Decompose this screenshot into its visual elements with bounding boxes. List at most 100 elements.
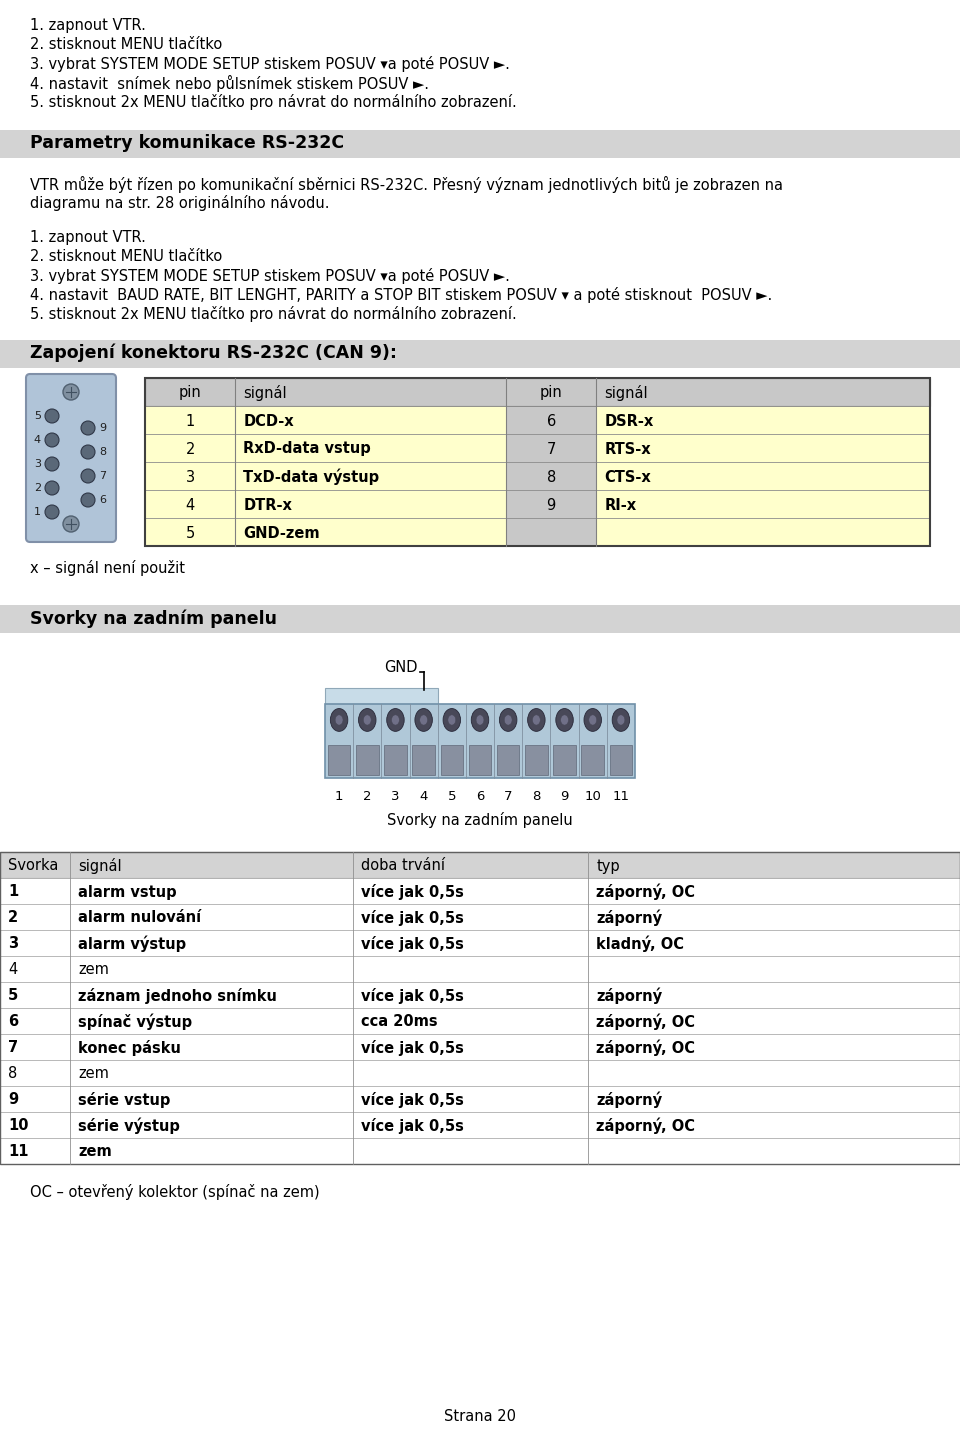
Text: cca 20ms: cca 20ms <box>361 1015 438 1029</box>
Text: záporný: záporný <box>596 1092 662 1108</box>
Text: spínač výstup: spínač výstup <box>78 1013 192 1030</box>
Text: signál: signál <box>605 385 648 401</box>
Bar <box>0 879 960 904</box>
Text: 5. stisknout 2x MENU tlačítko pro návrat do normálního zobrazení.: 5. stisknout 2x MENU tlačítko pro návrat… <box>30 94 516 110</box>
Text: Svorka: Svorka <box>8 859 59 873</box>
Text: 7: 7 <box>504 790 513 803</box>
Text: 1. zapnout VTR.: 1. zapnout VTR. <box>30 230 146 245</box>
Text: RI-x: RI-x <box>605 498 636 512</box>
Text: VTR může být řízen po komunikační sběrnici RS-232C. Přesný význam jednotlivých b: VTR může být řízen po komunikační sběrni… <box>30 176 783 193</box>
Circle shape <box>45 481 59 495</box>
Ellipse shape <box>358 708 376 731</box>
Text: alarm vstup: alarm vstup <box>78 884 177 900</box>
Bar <box>0 904 960 930</box>
Ellipse shape <box>330 708 348 731</box>
Text: více jak 0,5s: více jak 0,5s <box>361 987 464 1005</box>
Bar <box>0 1035 960 1060</box>
Text: 8: 8 <box>8 1066 17 1082</box>
Text: 2: 2 <box>8 910 18 926</box>
Text: doba trvání: doba trvání <box>361 859 445 873</box>
Text: více jak 0,5s: více jak 0,5s <box>361 1040 464 1056</box>
Text: DCD-x: DCD-x <box>243 414 294 428</box>
Text: Strana 20: Strana 20 <box>444 1410 516 1424</box>
Bar <box>327 746 350 776</box>
Bar <box>525 746 547 776</box>
Bar <box>384 746 407 776</box>
Text: 4. nastavit  snímek nebo půlsnímek stiskem POSUV ►.: 4. nastavit snímek nebo půlsnímek stiske… <box>30 74 429 92</box>
Ellipse shape <box>415 708 432 731</box>
Bar <box>0 930 960 956</box>
Text: 3: 3 <box>8 936 18 952</box>
Text: 11: 11 <box>612 790 630 803</box>
Text: záporný, OC: záporný, OC <box>596 1013 695 1030</box>
Bar <box>506 406 596 434</box>
Bar <box>596 434 930 462</box>
Text: alarm výstup: alarm výstup <box>78 936 186 952</box>
Text: více jak 0,5s: více jak 0,5s <box>361 1118 464 1133</box>
Bar <box>0 1007 960 1035</box>
Bar <box>0 1060 960 1086</box>
Bar <box>497 746 519 776</box>
Text: 1: 1 <box>8 884 18 900</box>
Text: 4: 4 <box>34 435 41 445</box>
Text: 11: 11 <box>8 1145 29 1159</box>
Text: 6: 6 <box>99 495 106 505</box>
Bar <box>596 489 930 518</box>
Text: 3. vybrat SYSTEM MODE SETUP stiskem POSUV ▾a poté POSUV ►.: 3. vybrat SYSTEM MODE SETUP stiskem POSU… <box>30 268 510 283</box>
Text: RxD-data vstup: RxD-data vstup <box>243 442 371 456</box>
Bar <box>145 434 506 462</box>
Ellipse shape <box>448 716 456 726</box>
Bar <box>468 746 492 776</box>
Text: DTR-x: DTR-x <box>243 498 292 512</box>
Bar <box>441 746 463 776</box>
Bar <box>0 851 960 1163</box>
Bar <box>596 518 930 547</box>
Text: záporný: záporný <box>596 910 662 926</box>
Bar <box>506 489 596 518</box>
Text: více jak 0,5s: více jak 0,5s <box>361 936 464 952</box>
Ellipse shape <box>471 708 489 731</box>
Text: 4: 4 <box>185 498 195 512</box>
Text: záporný, OC: záporný, OC <box>596 884 695 900</box>
Text: 2. stisknout MENU tlačítko: 2. stisknout MENU tlačítko <box>30 37 223 52</box>
Text: 10: 10 <box>585 790 601 803</box>
Text: zem: zem <box>78 1145 111 1159</box>
Text: TxD-data výstup: TxD-data výstup <box>243 469 379 485</box>
Text: 1. zapnout VTR.: 1. zapnout VTR. <box>30 19 146 33</box>
Ellipse shape <box>588 716 597 726</box>
Text: signál: signál <box>78 859 122 874</box>
Circle shape <box>45 409 59 424</box>
Bar <box>0 982 960 1007</box>
Text: zem: zem <box>78 963 108 977</box>
Text: 2. stisknout MENU tlačítko: 2. stisknout MENU tlačítko <box>30 249 223 263</box>
Bar <box>0 130 960 157</box>
Bar <box>0 956 960 982</box>
Text: 3: 3 <box>392 790 399 803</box>
Circle shape <box>63 517 79 532</box>
Text: typ: typ <box>596 859 620 873</box>
Text: 8: 8 <box>532 790 540 803</box>
Bar <box>413 746 435 776</box>
Text: 9: 9 <box>99 424 107 434</box>
Text: RTS-x: RTS-x <box>605 442 651 456</box>
Text: série výstup: série výstup <box>78 1118 180 1135</box>
Ellipse shape <box>584 708 602 731</box>
Text: Parametry komunikace RS-232C: Parametry komunikace RS-232C <box>30 135 344 152</box>
Bar <box>582 746 604 776</box>
Bar <box>356 746 378 776</box>
Bar <box>145 518 506 547</box>
Text: Zapojení konektoru RS-232C (CAN 9):: Zapojení konektoru RS-232C (CAN 9): <box>30 343 397 362</box>
Circle shape <box>81 469 95 484</box>
Text: Svorky na zadním panelu: Svorky na zadním panelu <box>30 610 277 628</box>
FancyBboxPatch shape <box>26 373 116 542</box>
Text: záznam jednoho snímku: záznam jednoho snímku <box>78 987 276 1005</box>
Text: 2: 2 <box>363 790 372 803</box>
Text: 3: 3 <box>185 469 195 485</box>
Ellipse shape <box>533 716 540 726</box>
Text: DSR-x: DSR-x <box>605 414 654 428</box>
Circle shape <box>81 494 95 507</box>
Text: 7: 7 <box>8 1040 18 1056</box>
Text: více jak 0,5s: více jak 0,5s <box>361 910 464 926</box>
Text: 3. vybrat SYSTEM MODE SETUP stiskem POSUV ▾a poté POSUV ►.: 3. vybrat SYSTEM MODE SETUP stiskem POSU… <box>30 56 510 72</box>
Text: zem: zem <box>78 1066 108 1082</box>
